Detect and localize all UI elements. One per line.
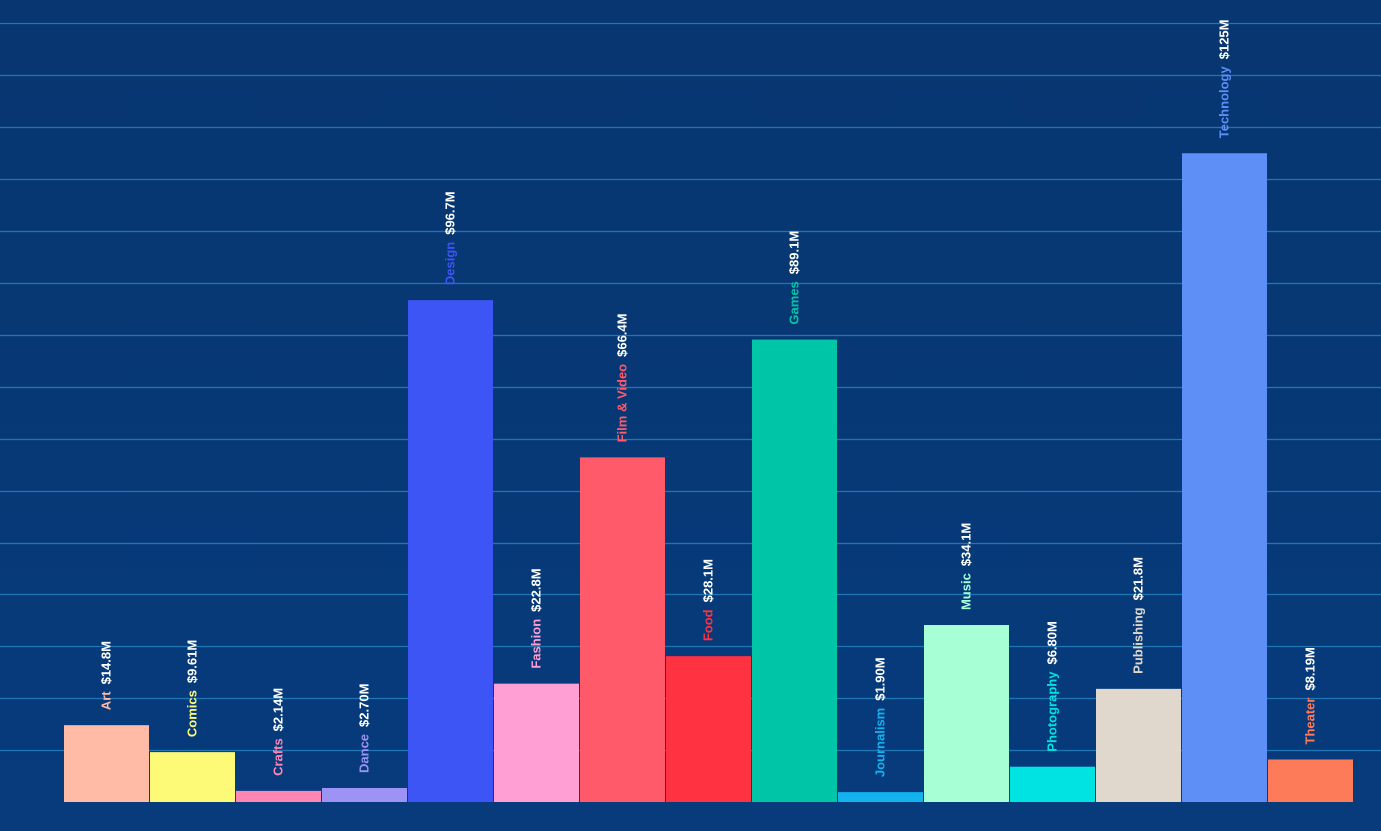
category-label: Design xyxy=(443,242,458,285)
bar-art xyxy=(64,725,149,802)
bars-group xyxy=(64,153,1353,802)
bar-photography xyxy=(1010,766,1095,802)
bar-theater xyxy=(1268,759,1353,802)
bar-labels-group: Art $14.8M Comics $9.61M Crafts $2.14M Dance $2… xyxy=(99,20,1318,778)
category-label: Fashion xyxy=(529,619,544,669)
value-label: $34.1M xyxy=(959,523,974,566)
bar-journalism xyxy=(838,792,923,802)
value-label: $9.61M xyxy=(185,640,200,683)
bar-label-fashion: Fashion $22.8M xyxy=(529,568,544,668)
bar-design xyxy=(408,300,493,802)
bar-games xyxy=(752,339,837,802)
value-label: $22.8M xyxy=(529,568,544,611)
bar-music xyxy=(924,625,1009,802)
value-label: $2.70M xyxy=(357,684,372,727)
category-label: Art xyxy=(99,691,114,710)
value-label: $8.19M xyxy=(1303,647,1318,690)
category-label: Photography xyxy=(1045,671,1060,752)
value-label: $125M xyxy=(1217,20,1232,60)
category-label: Publishing xyxy=(1131,607,1146,674)
bar-label-art: Art $14.8M xyxy=(99,641,114,710)
bar-label-theater: Theater $8.19M xyxy=(1303,647,1318,744)
category-label: Music xyxy=(959,573,974,610)
bar-publishing xyxy=(1096,688,1181,802)
value-label: $6.80M xyxy=(1045,621,1060,664)
category-label: Journalism xyxy=(873,708,888,777)
category-label: Technology xyxy=(1217,65,1232,138)
category-label: Food xyxy=(701,609,716,641)
gridlines xyxy=(0,22,1381,752)
bar-label-games: Games $89.1M xyxy=(787,231,802,325)
bar-label-film-video: Film & Video $66.4M xyxy=(615,314,630,443)
bar-label-dance: Dance $2.70M xyxy=(357,684,372,773)
value-label: $14.8M xyxy=(99,641,114,684)
category-label: Crafts xyxy=(271,738,286,776)
value-label: $2.14M xyxy=(271,688,286,731)
value-label: $66.4M xyxy=(615,314,630,357)
bar-technology xyxy=(1182,153,1267,802)
category-label: Film & Video xyxy=(615,364,630,443)
bar-comics xyxy=(150,752,235,802)
bar-crafts xyxy=(236,790,321,802)
category-label: Theater xyxy=(1303,698,1318,745)
value-label: $89.1M xyxy=(787,231,802,274)
bar-label-technology: Technology $125M xyxy=(1217,20,1232,139)
bar-film-video xyxy=(580,457,665,802)
bar-label-journalism: Journalism $1.90M xyxy=(873,657,888,777)
bar-fashion xyxy=(494,683,579,802)
bar-label-design: Design $96.7M xyxy=(443,191,458,285)
value-label: $21.8M xyxy=(1131,557,1146,600)
value-label: $96.7M xyxy=(443,191,458,234)
bar-label-crafts: Crafts $2.14M xyxy=(271,688,286,776)
bar-label-comics: Comics $9.61M xyxy=(185,640,200,737)
bar-label-music: Music $34.1M xyxy=(959,523,974,610)
value-label: $28.1M xyxy=(701,559,716,602)
bar-label-photography: Photography $6.80M xyxy=(1045,621,1060,752)
bar-dance xyxy=(322,787,407,802)
category-label: Comics xyxy=(185,690,200,737)
category-label: Games xyxy=(787,281,802,324)
bar-label-food: Food $28.1M xyxy=(701,559,716,641)
category-label: Dance xyxy=(357,734,372,773)
bar-label-publishing: Publishing $21.8M xyxy=(1131,557,1146,674)
value-label: $1.90M xyxy=(873,657,888,700)
bar-food xyxy=(666,656,751,802)
